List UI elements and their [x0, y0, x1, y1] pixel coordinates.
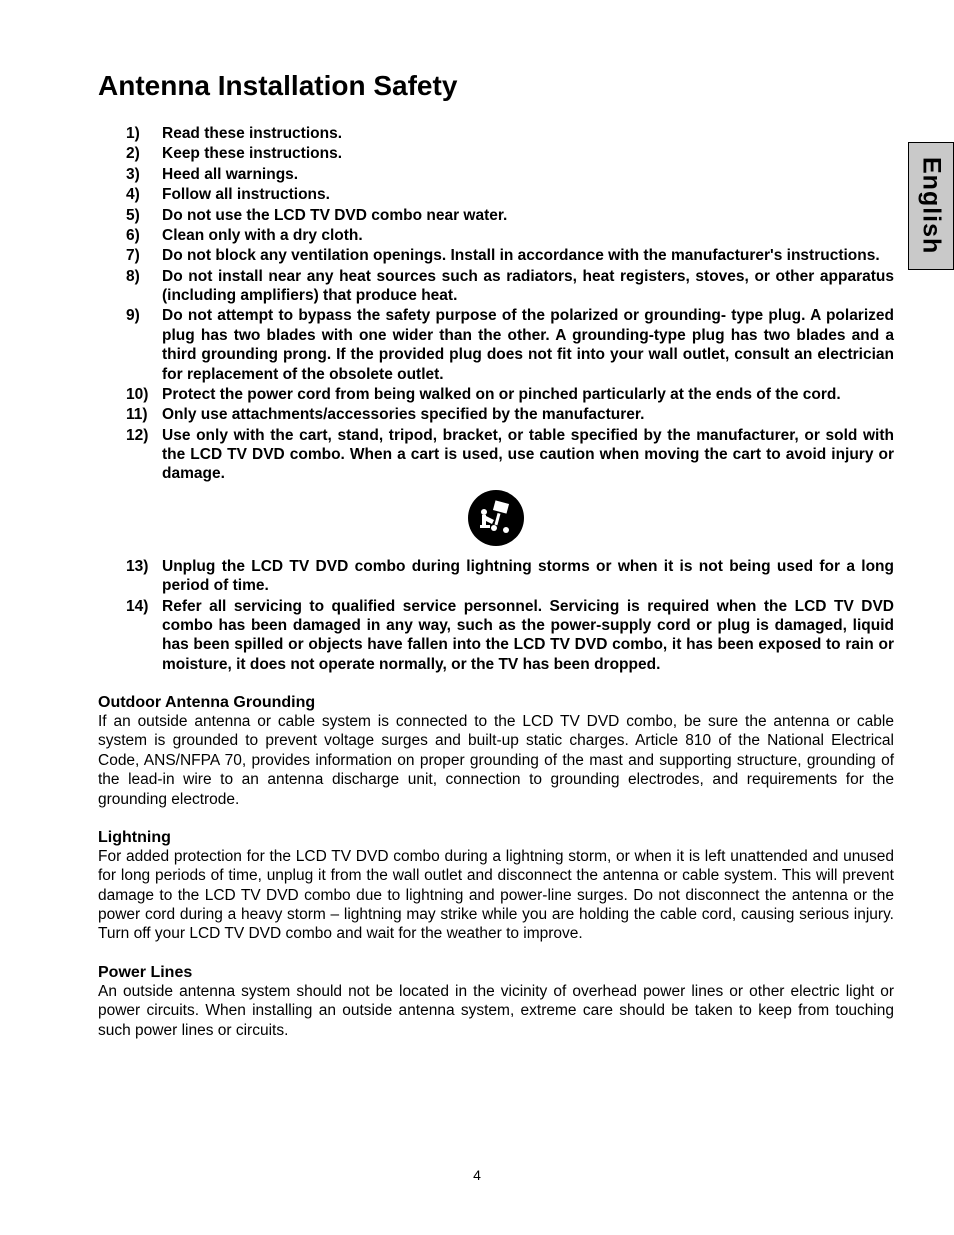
item-text: Clean only with a dry cloth.: [162, 226, 894, 245]
item-text: Refer all servicing to qualified service…: [162, 597, 894, 675]
page-title: Antenna Installation Safety: [98, 70, 894, 102]
language-tab-label: English: [917, 157, 946, 254]
page-number: 4: [473, 1167, 481, 1183]
item-number: 4): [126, 185, 162, 204]
section-heading-grounding: Outdoor Antenna Grounding: [98, 694, 894, 712]
section-heading-powerlines: Power Lines: [98, 964, 894, 982]
list-item: 10)Protect the power cord from being wal…: [126, 385, 894, 404]
item-text: Do not block any ventilation openings. I…: [162, 246, 894, 265]
safety-instructions-list: 1)Read these instructions. 2)Keep these …: [126, 124, 894, 484]
list-item: 11)Only use attachments/accessories spec…: [126, 405, 894, 424]
section-heading-lightning: Lightning: [98, 829, 894, 847]
list-item: 1)Read these instructions.: [126, 124, 894, 143]
item-text: Do not install near any heat sources suc…: [162, 267, 894, 306]
item-text: Do not attempt to bypass the safety purp…: [162, 306, 894, 384]
item-number: 2): [126, 144, 162, 163]
cart-tip-warning-icon: [468, 490, 524, 546]
list-item: 8)Do not install near any heat sources s…: [126, 267, 894, 306]
item-number: 9): [126, 306, 162, 384]
item-text: Protect the power cord from being walked…: [162, 385, 894, 404]
item-number: 6): [126, 226, 162, 245]
list-item: 4)Follow all instructions.: [126, 185, 894, 204]
item-number: 7): [126, 246, 162, 265]
section-body-powerlines: An outside antenna system should not be …: [98, 982, 894, 1040]
list-item: 14)Refer all servicing to qualified serv…: [126, 597, 894, 675]
item-number: 8): [126, 267, 162, 306]
item-number: 11): [126, 405, 162, 424]
item-number: 5): [126, 206, 162, 225]
section-body-lightning: For added protection for the LCD TV DVD …: [98, 847, 894, 944]
item-number: 14): [126, 597, 162, 675]
list-item: 6)Clean only with a dry cloth.: [126, 226, 894, 245]
section-body-grounding: If an outside antenna or cable system is…: [98, 712, 894, 809]
cart-warning-icon-row: [98, 490, 894, 551]
list-item: 7)Do not block any ventilation openings.…: [126, 246, 894, 265]
item-text: Keep these instructions.: [162, 144, 894, 163]
list-item: 3)Heed all warnings.: [126, 165, 894, 184]
item-number: 10): [126, 385, 162, 404]
item-text: Use only with the cart, stand, tripod, b…: [162, 426, 894, 484]
item-text: Follow all instructions.: [162, 185, 894, 204]
language-tab: English: [908, 142, 954, 270]
list-item: 13)Unplug the LCD TV DVD combo during li…: [126, 557, 894, 596]
list-item: 2)Keep these instructions.: [126, 144, 894, 163]
item-text: Do not use the LCD TV DVD combo near wat…: [162, 206, 894, 225]
list-item: 5)Do not use the LCD TV DVD combo near w…: [126, 206, 894, 225]
item-text: Only use attachments/accessories specifi…: [162, 405, 894, 424]
item-text: Heed all warnings.: [162, 165, 894, 184]
item-text: Read these instructions.: [162, 124, 894, 143]
item-number: 12): [126, 426, 162, 484]
item-text: Unplug the LCD TV DVD combo during light…: [162, 557, 894, 596]
list-item: 9)Do not attempt to bypass the safety pu…: [126, 306, 894, 384]
item-number: 13): [126, 557, 162, 596]
item-number: 3): [126, 165, 162, 184]
list-item: 12)Use only with the cart, stand, tripod…: [126, 426, 894, 484]
item-number: 1): [126, 124, 162, 143]
safety-instructions-list-cont: 13)Unplug the LCD TV DVD combo during li…: [126, 557, 894, 674]
